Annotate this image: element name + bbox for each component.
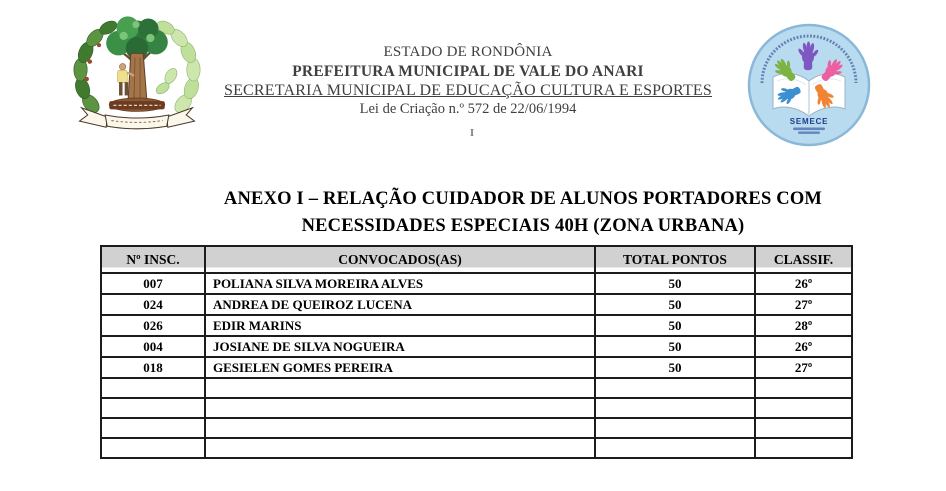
- document-title: ANEXO I – RELAÇÃO CUIDADOR DE ALUNOS POR…: [100, 186, 946, 240]
- table-empty-row: [100, 437, 853, 459]
- cell-total-pontos: 50: [594, 356, 756, 379]
- cell-inscricao: 007: [100, 272, 206, 295]
- cell-empty: [100, 377, 206, 399]
- letterhead: ESTADO DE RONDÔNIA PREFEITURA MUNICIPAL …: [0, 43, 936, 119]
- table-row: 004 JOSIANE DE SILVA NOGUEIRA 50 26º: [100, 335, 853, 358]
- cell-convocado-nome: GESIELEN GOMES PEREIRA: [204, 356, 596, 379]
- cell-classif: 26º: [754, 335, 853, 358]
- cell-inscricao: 024: [100, 293, 206, 316]
- table-row: 007 POLIANA SILVA MOREIRA ALVES 50 26º: [100, 272, 853, 295]
- semece-label: SEMECE: [790, 117, 829, 126]
- convocados-table: Nº INSC. CONVOCADOS(AS) TOTAL PONTOS CLA…: [100, 245, 853, 459]
- cell-convocado-nome: JOSIANE DE SILVA NOGUEIRA: [204, 335, 596, 358]
- cell-empty: [100, 437, 206, 459]
- cell-empty: [754, 397, 853, 419]
- secretary-line: SECRETARIA MUNICIPAL DE EDUCAÇÃO CULTURA…: [223, 82, 712, 99]
- table-empty-row: [100, 417, 853, 439]
- table-header-row: Nº INSC. CONVOCADOS(AS) TOTAL PONTOS CLA…: [100, 245, 853, 274]
- column-header-inscricao: Nº INSC.: [100, 245, 206, 274]
- table-empty-row: [100, 397, 853, 419]
- open-book-hands-circle-icon: SEMECE: [745, 21, 873, 149]
- municipality-line: PREFEITURA MUNICIPAL DE VALE DO ANARI: [292, 63, 644, 80]
- cell-empty: [594, 377, 756, 399]
- cell-convocado-nome: EDIR MARINS: [204, 314, 596, 337]
- cell-empty: [594, 397, 756, 419]
- document-title-line2: NECESSIDADES ESPECIAIS 40H (ZONA URBANA): [301, 216, 745, 236]
- cell-empty: [594, 437, 756, 459]
- cell-total-pontos: 50: [594, 272, 756, 295]
- cell-inscricao: 018: [100, 356, 206, 379]
- cell-empty: [204, 437, 596, 459]
- cell-classif: 26º: [754, 272, 853, 295]
- cell-total-pontos: 50: [594, 314, 756, 337]
- cell-empty: [754, 417, 853, 439]
- column-header-classif: CLASSIF.: [754, 245, 853, 274]
- table-empty-row: [100, 377, 853, 399]
- document-title-line1: ANEXO I – RELAÇÃO CUIDADOR DE ALUNOS POR…: [223, 189, 823, 209]
- cell-convocado-nome: POLIANA SILVA MOREIRA ALVES: [204, 272, 596, 295]
- state-line: ESTADO DE RONDÔNIA: [383, 44, 553, 60]
- creation-law-line: Lei de Criação n.º 572 de 22/06/1994: [359, 101, 577, 117]
- municipal-coat-of-arms-tree-icon: [60, 6, 214, 150]
- table-row: 024 ANDREA DE QUEIROZ LUCENA 50 27º: [100, 293, 853, 316]
- cell-empty: [100, 397, 206, 419]
- column-header-convocados: CONVOCADOS(AS): [204, 245, 596, 274]
- cell-convocado-nome: ANDREA DE QUEIROZ LUCENA: [204, 293, 596, 316]
- cell-empty: [204, 417, 596, 439]
- cell-inscricao: 026: [100, 314, 206, 337]
- cell-empty: [754, 437, 853, 459]
- cell-classif: 27º: [754, 293, 853, 316]
- cell-empty: [204, 397, 596, 419]
- cell-empty: [100, 417, 206, 439]
- column-header-total-pontos: TOTAL PONTOS: [594, 245, 756, 274]
- cell-total-pontos: 50: [594, 293, 756, 316]
- cell-classif: 27º: [754, 356, 853, 379]
- table-row: 018 GESIELEN GOMES PEREIRA 50 27º: [100, 356, 853, 379]
- page-mark: I: [469, 127, 475, 139]
- cell-inscricao: 004: [100, 335, 206, 358]
- cell-empty: [754, 377, 853, 399]
- cell-empty: [594, 417, 756, 439]
- cell-total-pontos: 50: [594, 335, 756, 358]
- table-row: 026 EDIR MARINS 50 28º: [100, 314, 853, 337]
- cell-empty: [204, 377, 596, 399]
- cell-classif: 28º: [754, 314, 853, 337]
